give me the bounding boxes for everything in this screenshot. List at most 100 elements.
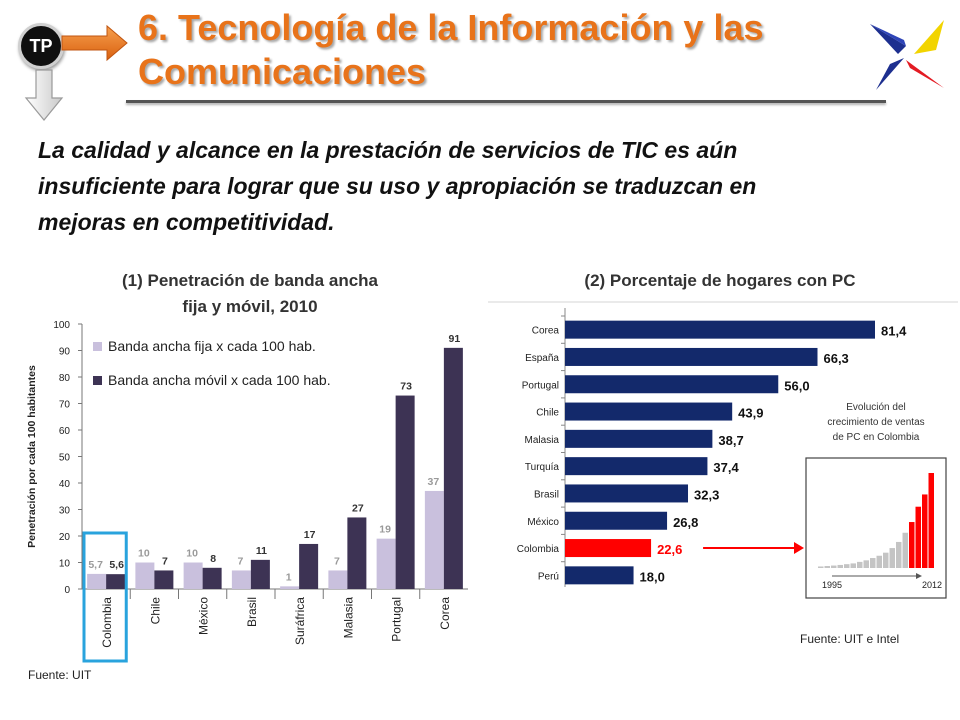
x-tick-label: Suráfrica — [293, 597, 307, 645]
y-tick-label: Corea — [532, 326, 560, 337]
y-tick-label: 10 — [59, 559, 71, 570]
inset-bar — [844, 564, 850, 568]
arrow-icon — [24, 24, 128, 121]
subtitle: La calidad y alcance en la prestación de… — [38, 132, 908, 240]
hbar — [565, 402, 733, 421]
bar-movil — [395, 395, 415, 589]
inset-bar — [837, 564, 843, 568]
y-tick-label: Chile — [536, 408, 559, 419]
chart2-svg: Corea 81,4 España 66,3 Portugal 56,0 Chile 43,9… — [488, 301, 958, 599]
chart1-title-line-2: fija y móvil, 2010 — [182, 297, 318, 316]
bar-data-label: 8 — [210, 553, 216, 565]
bar-data-label: 10 — [138, 548, 150, 560]
x-tick-label: Malasia — [341, 597, 355, 639]
legend-swatch — [93, 376, 102, 385]
hbar-data-label: 37,4 — [713, 460, 739, 475]
chart1-title: (1) Penetración de banda ancha fija y mó… — [80, 268, 420, 320]
hbar — [565, 484, 689, 503]
inset-bar — [876, 555, 882, 568]
y-tick-label: España — [525, 353, 559, 364]
y-tick-label: 70 — [59, 400, 71, 411]
bar-movil — [443, 347, 463, 589]
inset-bar — [889, 548, 895, 568]
y-tick-label: México — [527, 517, 559, 528]
bar-data-label: 37 — [428, 476, 440, 488]
bar-data-label: 5,6 — [109, 559, 124, 571]
hbar-data-label: 43,9 — [738, 406, 763, 421]
x-tick-label: Portugal — [390, 597, 404, 642]
title-line-1: 6. Tecnología de la Información y las — [138, 7, 764, 48]
subtitle-line-3: mejoras en competitividad. — [38, 209, 335, 235]
inset-title-line: Evolución del — [846, 402, 905, 413]
inset-arrow-head — [916, 573, 922, 579]
title-divider — [126, 100, 886, 103]
hbar-data-label: 18,0 — [640, 569, 665, 584]
bar-data-label: 91 — [449, 333, 461, 345]
inset-bar — [824, 566, 830, 568]
bar-fija — [376, 538, 396, 589]
bar-movil — [347, 517, 367, 589]
y-tick-label: Colombia — [517, 544, 560, 555]
hbar-data-label: 56,0 — [784, 378, 809, 393]
hbar-data-label: 32,3 — [694, 487, 719, 502]
inset-bar — [883, 552, 889, 568]
bar-data-label: 5,7 — [88, 559, 103, 571]
hbar — [565, 566, 634, 585]
inset-bar — [857, 561, 863, 568]
highlight-box — [82, 531, 128, 663]
hbar-data-label: 26,8 — [673, 515, 698, 530]
subtitle-line-1: La calidad y alcance en la prestación de… — [38, 137, 738, 163]
inset-bar — [902, 532, 908, 568]
inset-x-start: 1995 — [822, 580, 842, 590]
hbar — [565, 511, 668, 530]
hbar — [565, 539, 652, 558]
y-tick-label: 0 — [64, 585, 70, 596]
x-tick-label: Corea — [438, 597, 452, 630]
x-tick-label: Brasil — [245, 597, 259, 627]
bar-data-label: 7 — [237, 555, 243, 567]
legend-label: Banda ancha fija x cada 100 hab. — [108, 338, 316, 354]
x-tick-label: Colombia — [100, 597, 114, 648]
y-tick-label: 40 — [59, 479, 71, 490]
bar-movil — [154, 570, 174, 589]
page-title: 6. Tecnología de la Información y las Co… — [138, 6, 838, 94]
bar-movil — [250, 559, 270, 589]
y-tick-label: 60 — [59, 426, 71, 437]
hbar-data-label: 66,3 — [823, 351, 848, 366]
bar-movil — [106, 574, 126, 589]
bar-fija — [135, 562, 155, 589]
y-tick-label: 90 — [59, 347, 71, 358]
inset-bar — [922, 494, 928, 568]
legend-swatch — [93, 342, 102, 351]
y-tick-label: 30 — [59, 506, 71, 517]
connector-arrow-head — [794, 542, 804, 555]
y-tick-label: 100 — [53, 320, 70, 331]
y-tick-label: Malasia — [525, 435, 560, 446]
bar-movil — [202, 567, 222, 589]
hbar — [565, 429, 713, 448]
y-tick-label: 50 — [59, 453, 71, 464]
bar-data-label: 17 — [304, 529, 316, 541]
title-line-2: Comunicaciones — [138, 51, 427, 92]
hbar — [565, 375, 779, 394]
hbar-data-label: 22,6 — [657, 542, 682, 557]
bar-data-label: 73 — [400, 381, 412, 393]
hbar — [565, 457, 708, 476]
hbar — [565, 320, 875, 339]
inset-bar — [818, 566, 824, 568]
bar-movil — [299, 543, 319, 589]
logo-icon — [870, 20, 944, 90]
x-tick-label: Chile — [148, 597, 162, 625]
bar-fija — [231, 570, 251, 589]
hbar-data-label: 81,4 — [881, 324, 907, 339]
inset-bar — [863, 560, 869, 568]
bar-fija — [424, 490, 444, 589]
inset-bar — [831, 565, 837, 568]
chart2-title: (2) Porcentaje de hogares con PC — [584, 271, 856, 290]
bar-data-label: 19 — [379, 524, 391, 536]
subtitle-line-2: insuficiente para lograr que su uso y ap… — [38, 173, 757, 199]
legend-label: Banda ancha móvil x cada 100 hab. — [108, 372, 331, 388]
bar-data-label: 7 — [334, 555, 340, 567]
inset-bar — [850, 563, 856, 568]
hbar-data-label: 38,7 — [718, 433, 743, 448]
